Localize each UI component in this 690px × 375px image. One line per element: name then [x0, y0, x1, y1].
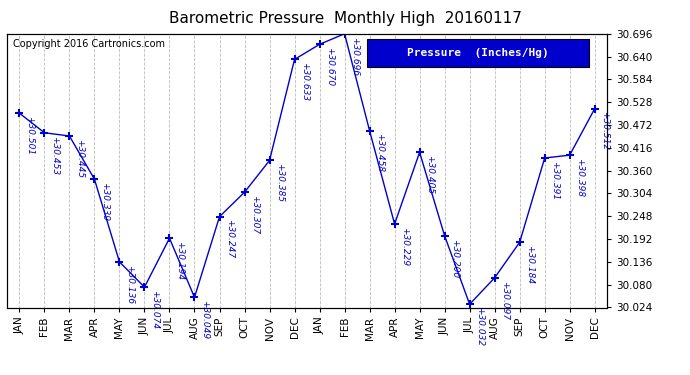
Text: +30.074: +30.074 — [150, 290, 159, 329]
Text: +30.247: +30.247 — [225, 219, 234, 258]
Text: +30.049: +30.049 — [200, 300, 209, 339]
Text: Copyright 2016 Cartronics.com: Copyright 2016 Cartronics.com — [13, 39, 165, 49]
Text: +30.200: +30.200 — [450, 238, 459, 278]
Text: +30.391: +30.391 — [550, 161, 559, 200]
FancyBboxPatch shape — [367, 39, 589, 67]
Text: +30.633: +30.633 — [300, 62, 309, 101]
Text: +30.670: +30.670 — [325, 47, 334, 86]
Text: +30.136: +30.136 — [125, 265, 134, 304]
Text: +30.696: +30.696 — [350, 36, 359, 76]
Text: Pressure  (Inches/Hg): Pressure (Inches/Hg) — [407, 48, 549, 58]
Text: +30.307: +30.307 — [250, 195, 259, 234]
Text: +30.194: +30.194 — [175, 241, 184, 280]
Text: Barometric Pressure  Monthly High  20160117: Barometric Pressure Monthly High 2016011… — [168, 11, 522, 26]
Text: +30.501: +30.501 — [25, 116, 34, 155]
Text: +30.184: +30.184 — [525, 245, 534, 284]
Text: +30.385: +30.385 — [275, 163, 284, 202]
Text: +30.032: +30.032 — [475, 307, 484, 346]
Text: +30.097: +30.097 — [500, 280, 509, 320]
Text: +30.512: +30.512 — [600, 111, 609, 151]
Text: +30.453: +30.453 — [50, 135, 59, 175]
Text: +30.229: +30.229 — [400, 227, 409, 266]
Text: +30.339: +30.339 — [100, 182, 109, 221]
Text: +30.445: +30.445 — [75, 139, 84, 178]
Text: +30.398: +30.398 — [575, 158, 584, 197]
Text: +30.405: +30.405 — [425, 155, 434, 194]
Text: +30.458: +30.458 — [375, 134, 384, 172]
